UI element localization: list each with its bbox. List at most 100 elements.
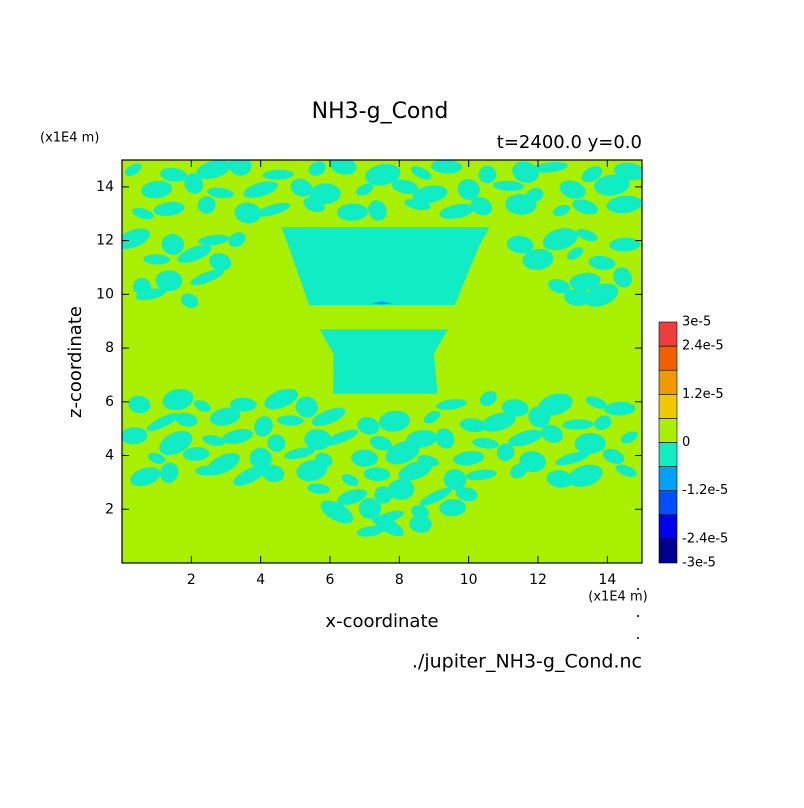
noise-blob [588,255,616,270]
noise-blob [374,486,393,504]
noise-blob [584,283,619,307]
noise-blob [423,410,441,424]
noise-blob [455,487,478,502]
colorbar-label: -1.2e-5 [682,483,728,498]
noise-blob [372,515,404,537]
noise-blob [585,396,607,409]
noise-blob [143,254,171,265]
noise-blob [606,195,642,214]
noise-blob [435,399,467,410]
noise-blob [569,272,601,291]
noise-blob [161,233,185,255]
noise-blob [146,413,180,432]
colorbar-label: -2.4e-5 [682,531,728,546]
noise-blob [175,412,198,427]
noise-blob [222,429,253,444]
noise-blob [233,465,266,486]
noise-blob [290,178,313,197]
noise-blob [357,417,380,435]
x-unit: (x1E4 m) [588,590,647,605]
noise-blob [430,160,463,174]
noise-blob [391,179,419,194]
noise-blob [155,270,183,292]
colorbar-band [658,393,678,419]
noise-blob [177,244,212,263]
noise-blob [620,431,638,444]
colorbar-band [658,345,678,371]
colorbar-label: 0 [682,435,690,450]
noise-blob [478,165,497,184]
x-tick-label: 6 [326,572,335,588]
noise-blob [378,410,410,432]
noise-blob [254,416,273,437]
noise-blob [572,199,599,215]
noise-blob [308,161,326,176]
x-tick-label: 8 [395,572,404,588]
colorbar-label: 3e-5 [682,315,711,330]
noise-blob [198,234,230,246]
noise-blob [541,424,563,443]
colorbar-label: 1.2e-5 [682,387,724,402]
noise-blob [148,452,166,464]
noise-blob [196,160,231,179]
noise-blob [443,469,467,491]
noise-blob [439,499,467,517]
noise-blob [330,160,357,175]
noise-blob [522,248,554,270]
noise-blob [470,197,493,216]
noise-blob [492,180,525,191]
noise-blob [276,415,304,426]
noise-blob [284,447,315,460]
noise-blob [411,504,429,520]
noise-blob [566,247,584,260]
noise-blob [501,399,529,417]
noise-blob [243,181,278,198]
noise-blob [479,391,497,406]
noise-blob [510,463,528,479]
noise-blob [453,451,485,466]
x-tick-label: 14 [598,572,616,588]
x-tick-label: 4 [256,572,265,588]
noise-blob [412,185,448,204]
y-tick-label: 10 [96,286,114,302]
noise-blob [459,418,487,433]
noise-blob [398,460,433,481]
noise-blob [457,178,480,201]
noise-blob [132,207,154,220]
noise-blob [320,500,354,524]
noise-blob [261,464,285,483]
contour-region [371,301,393,305]
noise-blob [160,462,179,483]
colorbar-label: -3e-5 [682,556,716,571]
y-tick-label: 6 [105,394,114,410]
y-tick-label: 4 [105,448,114,464]
noise-blob [130,467,161,487]
plot-frame [121,159,643,564]
x-tick-label: 10 [460,572,478,588]
noise-blob [615,464,637,477]
noise-blob [481,412,516,432]
noise-blob [228,160,252,176]
noise-blob [562,419,594,430]
noise-blob [311,407,346,426]
noise-blob [555,451,590,466]
noise-blob [574,433,606,454]
noise-blob [564,288,592,306]
colorbar-band [658,490,678,516]
noise-blob [159,430,193,456]
noise-blob [135,288,167,301]
noise-blob [234,202,262,224]
noise-blob [207,187,234,199]
noise-blob [295,396,318,418]
noise-blob [369,436,392,451]
noise-blob [609,237,641,252]
noise-blob [546,470,574,488]
noise-blob [351,449,379,467]
noise-blob [160,167,187,182]
noise-blob [559,180,586,199]
noise-blob [141,180,173,199]
noise-blob [128,395,151,414]
x-tick-label: 2 [187,572,196,588]
noise-blob [548,278,570,294]
